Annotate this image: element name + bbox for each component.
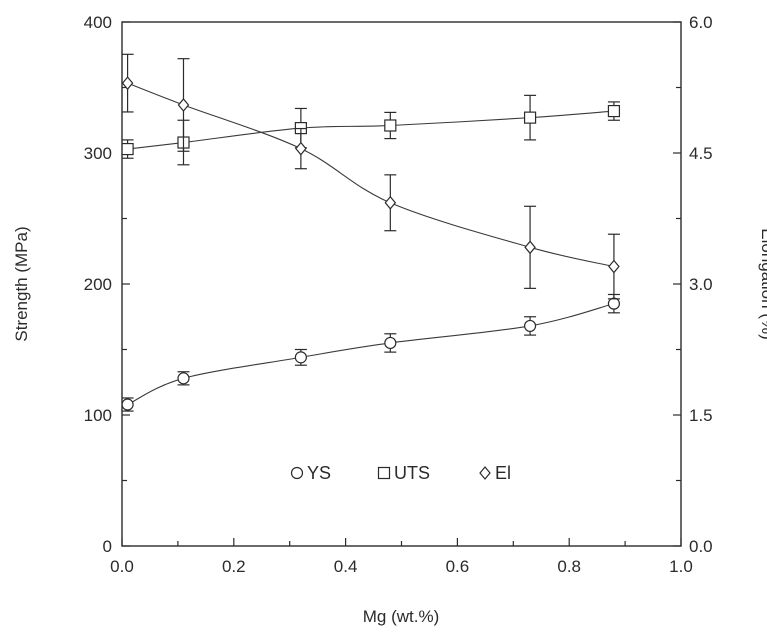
x-tick-label: 0.0	[110, 557, 134, 576]
series-el-point	[121, 76, 134, 91]
y-left-tick-label: 0	[103, 537, 112, 556]
legend-item-el: El	[479, 463, 511, 483]
legend-marker-ys	[290, 466, 304, 480]
y-right-tick-label: 0.0	[689, 537, 713, 556]
legend-marker-uts	[377, 466, 391, 480]
x-tick-label: 0.4	[334, 557, 358, 576]
y-right-tick-label: 6.0	[689, 13, 713, 32]
series-uts-point	[607, 104, 621, 118]
x-tick-label: 0.2	[222, 557, 246, 576]
series-ys-point	[121, 398, 134, 411]
legend-label-uts: UTS	[394, 463, 430, 483]
series-el-point	[295, 141, 307, 156]
series-el-point	[608, 259, 620, 274]
series-ys-point	[177, 372, 190, 385]
series-uts-point	[121, 142, 134, 156]
series-uts-point	[523, 111, 537, 124]
y-left-tick-label: 300	[84, 144, 112, 163]
series-ys-point	[294, 351, 307, 364]
series-uts	[121, 94, 621, 166]
x-tick-label: 0.8	[557, 557, 581, 576]
series-uts-line	[127, 110, 614, 150]
legend: YS UTS El	[290, 463, 511, 483]
y-right-tick-label: 4.5	[689, 144, 713, 163]
legend-label-el: El	[495, 463, 511, 483]
y-left-tick-label: 100	[84, 406, 112, 425]
series-el-line	[127, 82, 615, 268]
series-ys-line	[127, 303, 615, 406]
series-ys-point	[384, 336, 397, 350]
series-ys-point	[607, 297, 621, 310]
y-axis-left-title: Strength (MPa)	[12, 226, 31, 341]
axes: 0.0 0.2 0.4 0.6 0.8 1.0 0 100 200 300 400 0.0 1.5 3.0…	[84, 13, 713, 576]
x-tick-label: 1.0	[669, 557, 693, 576]
legend-marker-el	[479, 466, 491, 480]
legend-item-ys: YS	[290, 463, 331, 483]
series-el	[121, 53, 620, 300]
y-left-tick-label: 200	[84, 275, 112, 294]
x-tick-label: 0.6	[446, 557, 470, 576]
series-uts-point	[384, 119, 397, 132]
series-el-point	[384, 195, 397, 210]
series-ys-point	[523, 319, 537, 333]
x-axis-title: Mg (wt.%)	[363, 607, 440, 626]
y-axis-right-title: Elongation (%)	[758, 228, 767, 340]
legend-label-ys: YS	[307, 463, 331, 483]
series-el-point	[177, 98, 190, 112]
legend-item-uts: UTS	[377, 463, 430, 483]
y-right-tick-label: 1.5	[689, 406, 713, 425]
y-right-tick-label: 3.0	[689, 275, 713, 294]
series-layer	[121, 53, 621, 412]
series-el-point	[524, 240, 536, 255]
series-ys	[121, 293, 621, 412]
y-left-tick-label: 400	[84, 13, 112, 32]
